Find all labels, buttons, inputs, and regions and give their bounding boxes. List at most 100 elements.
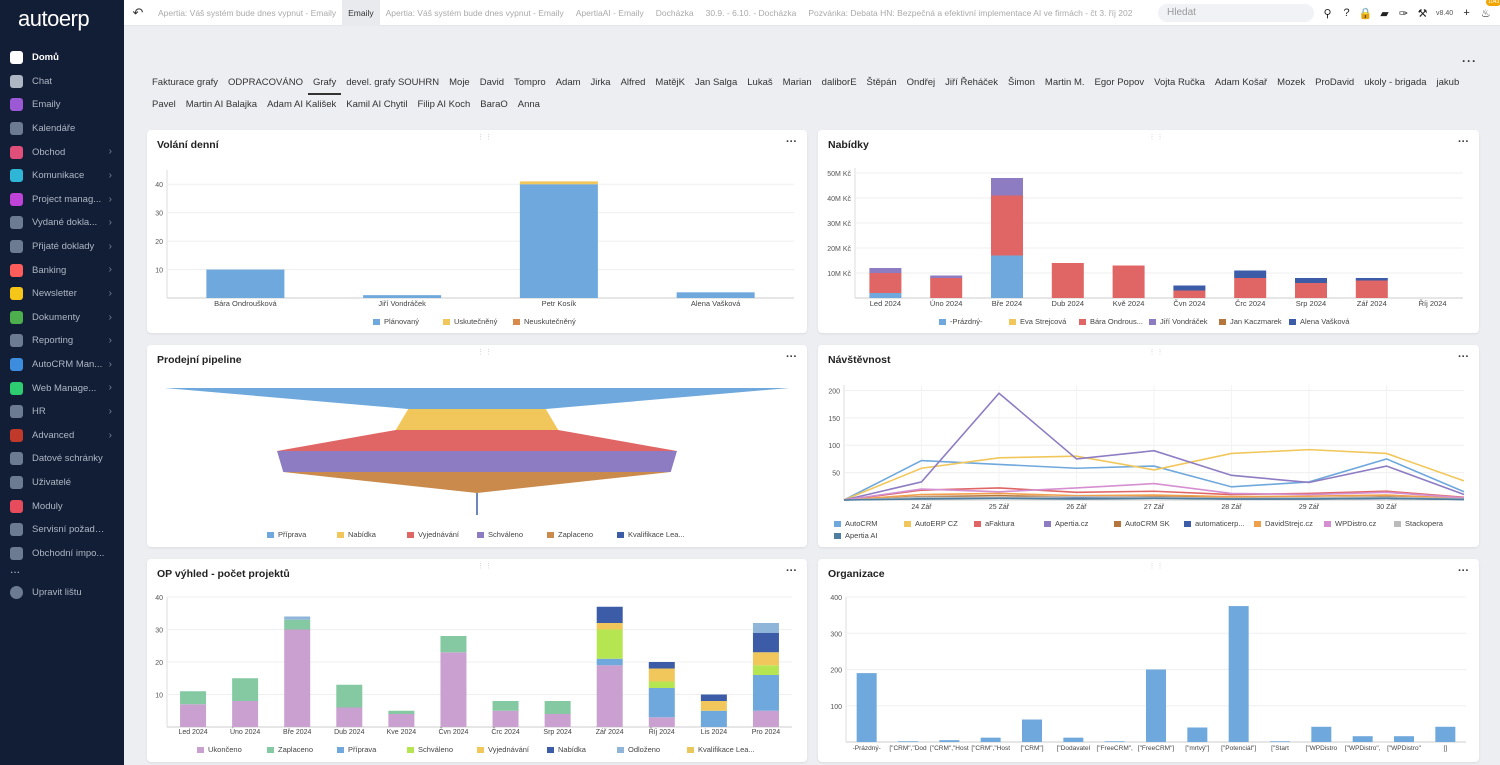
tab-item[interactable]: Apertia: Váš systém bude dnes vypnut - E… — [385, 7, 564, 18]
lock-icon[interactable]: 🔒 — [1358, 7, 1373, 20]
bar-zaplaceno[interactable] — [336, 684, 363, 708]
sidebar-item-hr[interactable]: HR › — [0, 400, 124, 424]
sidebar-item-banking[interactable]: Banking › — [0, 258, 124, 282]
filter-tab[interactable]: Grafy — [307, 73, 342, 95]
bar-vyjednavani[interactable] — [596, 623, 623, 630]
bar-pocet[interactable] — [1063, 737, 1084, 742]
sidebar-item-komunikace[interactable]: Komunikace › — [0, 164, 124, 188]
dashboard-menu-icon[interactable]: ··· — [1462, 54, 1477, 68]
edit-sidebar-button[interactable]: Upravit lištu — [0, 581, 124, 605]
filter-tab[interactable]: Adam — [555, 77, 581, 88]
sidebar-item-chat[interactable]: Chat — [0, 70, 124, 94]
bar-jiri-vondracek[interactable] — [991, 178, 1023, 196]
search-input[interactable]: Hledat — [1158, 4, 1314, 22]
bar-nabidka[interactable] — [648, 662, 675, 669]
card-menu-icon[interactable]: ··· — [786, 136, 797, 148]
bar-bara-ondrous[interactable] — [1234, 278, 1267, 298]
sidebar-item-obchodni-impo[interactable]: Obchodní impo... — [0, 541, 124, 565]
bar-pocet[interactable] — [1352, 736, 1373, 742]
bar-pocet[interactable] — [1104, 741, 1125, 742]
bar-alena-vaskova[interactable] — [1355, 278, 1388, 281]
filter-tab[interactable]: ProDavid — [1315, 77, 1355, 88]
filter-tab[interactable]: Adam AI Kališek — [267, 99, 337, 110]
bar-schvaleno[interactable] — [596, 629, 623, 659]
bar-pocet[interactable] — [1435, 726, 1456, 742]
bar-vyjednavani[interactable] — [648, 668, 675, 682]
line-autocrm[interactable] — [843, 458, 1465, 501]
card-menu-icon[interactable]: ··· — [1458, 136, 1469, 148]
bar-schvaleno[interactable] — [648, 681, 675, 689]
filter-tab[interactable]: Adam Košař — [1214, 77, 1268, 88]
bar-alena-vaskova[interactable] — [1173, 285, 1206, 291]
bar-pocet[interactable] — [939, 740, 960, 742]
bar-zaplaceno[interactable] — [284, 619, 311, 630]
sidebar-item-uzivatele[interactable]: Uživatelé — [0, 471, 124, 495]
bar-ukonceno[interactable] — [180, 704, 207, 727]
line-stackopera[interactable] — [843, 495, 1465, 501]
tab-item[interactable]: 30.9. - 6.10. - Docházka — [705, 7, 797, 18]
filter-tab[interactable]: Kamil AI Chytil — [346, 99, 408, 110]
bar-bara-ondrous[interactable] — [1112, 265, 1145, 299]
funnel-stage-zaplaceno[interactable] — [283, 472, 671, 493]
filter-tab[interactable]: Alfred — [620, 77, 646, 88]
bar-ukonceno[interactable] — [544, 714, 571, 727]
bar-ukonceno[interactable] — [336, 707, 363, 728]
bar-prazdny[interactable] — [869, 293, 902, 298]
bar-ukonceno[interactable] — [752, 710, 779, 727]
bar-alena-vaskova[interactable] — [1234, 270, 1267, 279]
filter-tab[interactable]: Šimon — [1007, 77, 1035, 88]
bar-bara-ondrous[interactable] — [1355, 280, 1388, 299]
bar-schvaleno[interactable] — [752, 665, 779, 675]
bar-pocet[interactable] — [1022, 719, 1042, 742]
bar-priprava[interactable] — [752, 675, 779, 711]
bar-jiri-vondracek[interactable] — [930, 275, 963, 279]
bar-nabidka[interactable] — [700, 694, 727, 702]
bar-pocet[interactable] — [980, 737, 1001, 742]
filter-tab[interactable]: devel. grafy SOUHRN — [346, 77, 440, 88]
drag-handle-icon[interactable]: ⋮⋮ — [1148, 134, 1165, 141]
bar-pocet[interactable] — [1394, 736, 1414, 742]
bar-pocet[interactable] — [1228, 606, 1249, 742]
bar-zaplaceno[interactable] — [388, 710, 415, 714]
filter-tab[interactable]: Anna — [517, 99, 540, 110]
bar-planovany[interactable] — [206, 269, 285, 298]
filter-tab[interactable]: Štěpán — [866, 77, 897, 88]
bar-bara-ondrous[interactable] — [991, 195, 1023, 256]
search-icon[interactable]: ⚲ — [1323, 7, 1332, 20]
eraser-icon[interactable]: ▰ — [1380, 7, 1389, 20]
tab-item[interactable]: Apertia: Váš systém bude dnes vypnut - E… — [158, 7, 337, 18]
card-menu-icon[interactable]: ··· — [1458, 565, 1469, 577]
filter-tab[interactable]: Fakturace grafy — [152, 77, 218, 88]
brush-icon[interactable]: ✑ — [1398, 7, 1409, 20]
bar-zaplaceno[interactable] — [492, 701, 519, 711]
filter-tab[interactable]: BaraO — [480, 99, 508, 110]
bar-planovany[interactable] — [676, 292, 755, 298]
sidebar-item-domu[interactable]: Domů — [0, 46, 124, 70]
bar-ukonceno[interactable] — [440, 652, 467, 727]
bar-pocet[interactable] — [898, 741, 918, 742]
filter-tab[interactable]: Marian — [782, 77, 812, 88]
bar-bara-ondrous[interactable] — [1051, 263, 1084, 298]
bar-priprava[interactable] — [596, 658, 623, 666]
filter-tab[interactable]: jakub — [1436, 77, 1460, 88]
bar-ukonceno[interactable] — [492, 710, 519, 727]
help-icon[interactable]: ? — [1343, 7, 1350, 19]
bar-bara-ondrous[interactable] — [869, 273, 902, 293]
bar-planovany[interactable] — [519, 184, 598, 298]
bar-nabidka[interactable] — [752, 632, 779, 653]
back-icon[interactable]: ↶ — [132, 4, 144, 20]
line-autoerp-cz[interactable] — [843, 448, 1465, 501]
menu-dots-icon[interactable]: ⋮ — [1495, 7, 1500, 20]
drag-handle-icon[interactable]: ⋮⋮ — [1148, 349, 1165, 356]
bar-bara-ondrous[interactable] — [1173, 290, 1206, 299]
sidebar-item-autocrm-man[interactable]: AutoCRM Man... › — [0, 353, 124, 377]
bar-bara-ondrous[interactable] — [1295, 283, 1327, 298]
bell-icon[interactable]: ♨ 1043 — [1476, 0, 1500, 20]
sidebar-item-datove-schranky[interactable]: Datové schránky — [0, 447, 124, 471]
tab-item[interactable]: Pozvánka: Debata HN: Bezpečná a efektivn… — [808, 7, 1133, 18]
tab-active[interactable]: Emaily — [342, 0, 380, 26]
bar-pocet[interactable] — [1146, 669, 1166, 743]
bar-alena-vaskova[interactable] — [1295, 278, 1327, 283]
bar-planovany[interactable] — [363, 295, 442, 298]
drag-handle-icon[interactable]: ⋮⋮ — [477, 134, 493, 141]
